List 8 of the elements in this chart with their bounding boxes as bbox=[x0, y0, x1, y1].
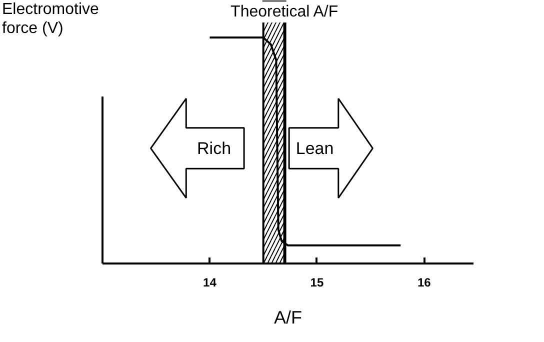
x-tick-label: 14 bbox=[203, 276, 217, 290]
annotation: Rich bbox=[197, 138, 232, 158]
x-tick-label: 15 bbox=[310, 276, 324, 290]
x-tick-label: 16 bbox=[418, 276, 432, 290]
ref-line-label: Theoretical A/F bbox=[230, 4, 338, 20]
y-axis-title: Electromotive force (V) bbox=[2, 0, 100, 38]
x-axis-title: A/F bbox=[274, 308, 302, 328]
annotation: Lean bbox=[296, 138, 334, 158]
